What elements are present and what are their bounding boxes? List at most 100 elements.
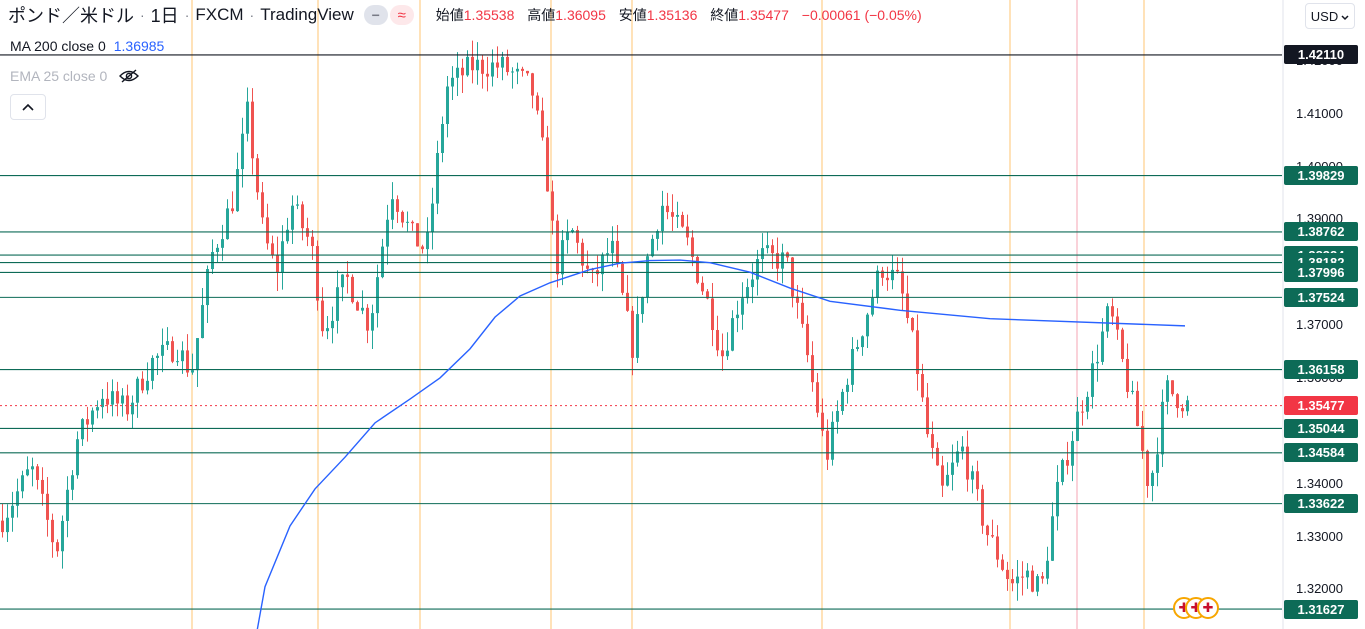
candle-body — [166, 341, 169, 345]
candle-body — [416, 223, 419, 247]
uk-flag-icon[interactable]: ✚ — [1197, 597, 1219, 619]
candle-body — [676, 214, 679, 217]
symbol-name[interactable]: ポンド／米ドル — [8, 6, 134, 26]
price-level-tag[interactable]: 1.39829 — [1284, 166, 1358, 186]
economic-events[interactable]: ✚ ✚ ✚ — [1173, 597, 1219, 619]
candle-body — [921, 374, 924, 398]
candle-body — [881, 270, 884, 278]
candle-body — [641, 297, 644, 315]
high-label: 高値 — [527, 7, 556, 23]
candle-body — [441, 124, 444, 153]
candlestick-series — [1, 40, 1189, 601]
price-axis-label: 1.32000 — [1296, 581, 1343, 597]
ema-indicator-legend[interactable]: EMA 25 close 0 — [10, 68, 144, 86]
candle-body — [1011, 579, 1014, 584]
candle-body — [1156, 454, 1159, 473]
separator-dot: · — [249, 7, 255, 23]
candle-body — [1, 520, 4, 533]
candle-body — [391, 199, 394, 220]
price-level-tag[interactable]: 1.42110 — [1284, 45, 1358, 65]
candle-body — [916, 330, 919, 375]
candle-body — [846, 384, 849, 392]
candle-body — [146, 380, 149, 391]
ma-indicator-legend[interactable]: MA 200 close 0 1.36985 — [10, 38, 164, 54]
candle-body — [551, 191, 554, 221]
candle-body — [456, 67, 459, 78]
candle-body — [966, 446, 969, 480]
candle-body — [481, 59, 484, 74]
candle-body — [486, 73, 489, 77]
candle-body — [316, 246, 319, 301]
price-level-tag[interactable]: 1.31627 — [1284, 599, 1358, 619]
candle-body — [911, 317, 914, 331]
candle-body — [776, 253, 779, 269]
candle-body — [216, 247, 219, 252]
candle-body — [716, 330, 719, 351]
candle-body — [276, 254, 279, 273]
candle-body — [996, 536, 999, 560]
chevron-up-icon — [22, 98, 34, 116]
candle-body — [1166, 380, 1169, 402]
price-level-tag[interactable]: 1.36158 — [1284, 360, 1358, 380]
candle-body — [806, 323, 809, 356]
candle-body — [626, 292, 629, 311]
candle-body — [946, 474, 949, 486]
candle-body — [621, 263, 624, 293]
candle-body — [936, 447, 939, 466]
candle-body — [1186, 400, 1189, 412]
candle-body — [1051, 516, 1054, 561]
price-axis-label: 1.37000 — [1296, 317, 1343, 333]
candle-body — [231, 208, 234, 212]
currency-selector[interactable]: USD — [1305, 3, 1355, 29]
candle-body — [866, 314, 869, 337]
high-value: 1.36095 — [555, 7, 606, 23]
candle-body — [6, 517, 9, 533]
candle-body — [811, 355, 814, 383]
candle-body — [16, 491, 19, 506]
price-level-tag[interactable]: 1.35044 — [1284, 418, 1358, 438]
collapse-legend-button[interactable] — [10, 94, 46, 120]
candle-body — [1041, 576, 1044, 579]
price-level-tag[interactable]: 1.37524 — [1284, 287, 1358, 307]
candle-body — [61, 520, 64, 552]
candle-body — [886, 277, 889, 281]
candle-body — [546, 137, 549, 192]
price-level-tag[interactable]: 1.38762 — [1284, 222, 1358, 242]
price-level-tag[interactable]: 1.37996 — [1284, 262, 1358, 282]
candle-body — [56, 542, 59, 552]
candle-body — [381, 246, 384, 278]
eye-off-icon[interactable] — [119, 69, 140, 86]
candle-body — [821, 412, 824, 431]
candle-body — [706, 291, 709, 299]
candle-body — [161, 344, 164, 356]
candle-body — [681, 214, 684, 227]
candle-body — [1016, 576, 1019, 584]
price-level-tag[interactable]: 1.33622 — [1284, 494, 1358, 514]
candle-body — [1021, 576, 1024, 578]
candle-body — [96, 407, 99, 411]
candle-body — [571, 229, 574, 233]
currency-label: USD — [1310, 8, 1339, 24]
candle-body — [281, 241, 284, 273]
candle-body — [1006, 569, 1009, 580]
candle-body — [1026, 570, 1029, 578]
candle-body — [531, 73, 534, 96]
candle-body — [461, 67, 464, 76]
candle-body — [1171, 380, 1174, 395]
interval-label[interactable]: 1日 — [150, 6, 179, 26]
price-level-tag[interactable]: 1.35477 — [1284, 396, 1358, 416]
symbol-legend: ポンド／米ドル · 1日 · FXCM · TradingView − ≈ 始値… — [8, 4, 931, 26]
candle-body — [36, 466, 39, 480]
candle-body — [611, 240, 614, 254]
candle-body — [646, 256, 649, 298]
candle-body — [326, 328, 329, 332]
separator-dot: · — [184, 7, 190, 23]
data-delay-icon[interactable]: ≈ — [389, 5, 414, 25]
price-level-tag[interactable]: 1.34584 — [1284, 443, 1358, 463]
change-value: −0.00061 (−0.05%) — [801, 7, 922, 23]
candle-body — [756, 259, 759, 280]
ma200-line — [256, 259, 1186, 629]
candle-body — [636, 314, 639, 358]
market-status-icon[interactable]: − — [363, 5, 388, 25]
